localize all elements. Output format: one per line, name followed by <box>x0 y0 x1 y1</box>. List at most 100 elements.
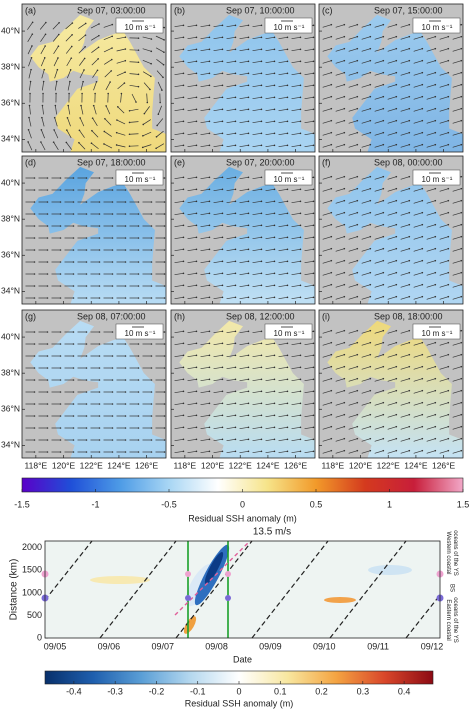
wind-arrow-head <box>135 101 137 103</box>
wind-arrow-head <box>111 189 114 191</box>
wind-arrow <box>103 143 113 149</box>
wind-arrow <box>174 236 184 240</box>
wind-arrow-head <box>195 36 198 39</box>
wind-arrow-head <box>395 211 398 214</box>
wind-arrow-head <box>260 390 263 393</box>
wind-arrow-head <box>460 449 463 452</box>
wind-arrow-head <box>195 390 198 393</box>
wind-arrow-head <box>447 449 450 452</box>
wind-arrow <box>426 402 436 406</box>
wind-arrow-head <box>124 297 127 299</box>
wind-arrow <box>213 330 223 334</box>
wind-arrow-head <box>137 37 140 39</box>
wind-arrow-head <box>234 260 237 263</box>
scale-label: 10 m s⁻¹ <box>422 329 453 338</box>
wind-arrow <box>239 438 249 442</box>
wind-arrow <box>291 60 301 64</box>
wind-arrow-head <box>330 211 333 214</box>
wind-arrow <box>278 108 288 112</box>
wind-arrow-head <box>195 108 198 111</box>
wind-arrow <box>239 132 249 136</box>
x-tick-label: 118°E <box>174 460 197 470</box>
wind-arrow-head <box>208 342 211 345</box>
wind-arrow-head <box>460 187 463 190</box>
wind-arrow-head <box>369 283 372 286</box>
wind-arrow <box>213 260 223 264</box>
wind-arrow-head <box>46 439 49 441</box>
colorbar-label: Residual SSH anomaly (m) <box>185 698 294 708</box>
wind-arrow-head <box>395 247 398 250</box>
wind-arrow-head <box>247 132 250 135</box>
wind-arrow <box>265 284 275 288</box>
wind-arrow <box>41 69 45 79</box>
wind-arrow <box>278 402 288 406</box>
wind-arrow-head <box>286 272 289 275</box>
x-tick-label: 124°E <box>404 460 428 470</box>
wind-arrow <box>322 354 332 358</box>
wind-arrow <box>400 414 410 418</box>
x-tick-label: 122°E <box>80 460 104 470</box>
wind-arrow-head <box>46 261 49 263</box>
wind-arrow-head <box>299 272 302 275</box>
wind-arrow <box>158 105 162 115</box>
wind-arrow-head <box>330 131 333 134</box>
wind-arrow <box>413 284 423 288</box>
wind-arrow-head <box>208 224 211 227</box>
wind-arrow-head <box>81 92 83 95</box>
wind-arrow-head <box>195 24 198 27</box>
wind-arrow <box>278 438 288 442</box>
wind-arrow-head <box>142 134 144 137</box>
wind-arrow <box>28 69 32 79</box>
wind-arrow-head <box>434 377 437 380</box>
wind-arrow-head <box>286 426 289 429</box>
wind-arrow <box>278 84 288 88</box>
wind-arrow-head <box>67 104 70 107</box>
wind-arrow <box>439 390 449 394</box>
y-tick-label: 36°N <box>1 404 20 414</box>
wind-arrow-head <box>30 56 33 59</box>
wind-arrow <box>413 200 423 204</box>
wind-arrow <box>400 450 410 454</box>
wind-arrow <box>226 390 236 394</box>
wind-arrow-head <box>460 377 463 380</box>
wind-arrow-head <box>312 402 315 405</box>
wind-arrow-head <box>343 119 346 122</box>
wind-arrow-head <box>312 354 315 357</box>
wind-arrow-head <box>260 450 263 453</box>
wind-arrow-head <box>312 236 315 239</box>
wind-arrow-head <box>382 449 385 452</box>
wind-arrow-head <box>408 175 411 178</box>
wind-arrow <box>226 36 236 40</box>
wind-arrow-head <box>286 120 289 123</box>
wind-arrow <box>400 96 410 100</box>
wind-arrow-head <box>356 107 359 110</box>
wind-arrow-head <box>382 377 385 380</box>
wind-arrow <box>239 330 249 334</box>
wind-arrow-head <box>111 439 114 441</box>
wind-arrow <box>452 236 462 240</box>
wind-arrow-head <box>330 401 333 404</box>
wind-arrow-head <box>260 296 263 299</box>
wind-arrow-head <box>195 272 198 275</box>
wind-arrow-head <box>234 378 237 381</box>
wind-arrow-head <box>221 236 224 239</box>
wind-arrow <box>348 36 358 40</box>
wind-arrow-head <box>382 353 385 356</box>
wind-arrow-head <box>369 83 372 86</box>
wind-arrow <box>426 366 436 370</box>
wind-arrow <box>348 390 358 394</box>
wind-arrow-head <box>124 439 127 441</box>
wind-arrow-head <box>120 92 123 95</box>
wind-arrow-head <box>395 271 398 274</box>
field-blob <box>183 616 197 634</box>
wind-arrow <box>387 60 397 64</box>
wind-arrow-head <box>52 141 55 143</box>
wind-arrow <box>374 402 384 406</box>
wind-arrow-head <box>69 69 72 71</box>
wind-arrow-head <box>98 403 101 405</box>
wind-arrow-head <box>98 439 101 441</box>
wind-arrow-head <box>312 48 315 51</box>
wind-arrow-head <box>343 187 346 190</box>
wind-arrow-head <box>408 283 411 286</box>
x-tick-label: 124°E <box>107 460 131 470</box>
